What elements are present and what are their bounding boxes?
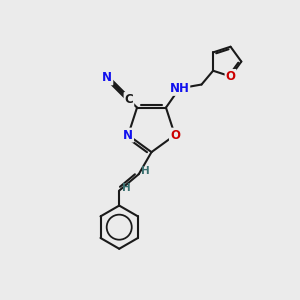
Text: C: C [124, 93, 133, 106]
Text: O: O [226, 70, 236, 83]
Text: H: H [122, 183, 131, 193]
Text: N: N [102, 71, 112, 84]
Text: NH: NH [169, 82, 189, 95]
Text: O: O [170, 129, 180, 142]
Text: H: H [141, 166, 150, 176]
Text: N: N [123, 129, 133, 142]
